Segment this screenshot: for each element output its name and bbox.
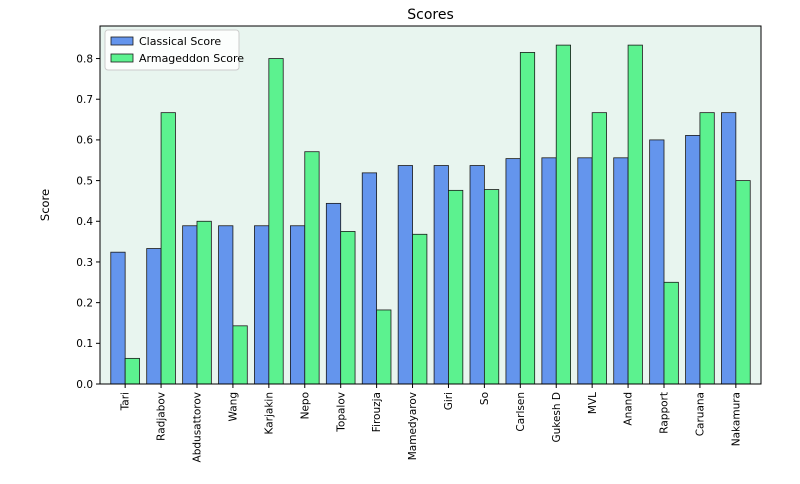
x-tick-label: Tari	[120, 392, 132, 411]
x-tick-label: Caruana	[695, 392, 707, 436]
bar-carlsen-series-1	[519, 52, 536, 385]
bar-karjakin-series-0	[254, 225, 270, 385]
x-tick-label: Radjabov	[156, 392, 168, 441]
y-tick-label: 0.5	[76, 175, 93, 187]
legend-swatch-0	[110, 36, 134, 46]
legend: Classical Score Armageddon Score	[104, 29, 244, 71]
y-tick-label: 0.4	[76, 216, 93, 228]
bar-giri-series-1	[448, 189, 464, 385]
y-axis-title: Score	[38, 189, 52, 221]
bar-firouzja-series-1	[376, 309, 392, 385]
x-tick-label: Carlsen	[515, 392, 527, 432]
bar-so-series-0	[469, 165, 485, 385]
bar-radjabov-series-0	[146, 248, 162, 385]
x-tick-label: Anand	[623, 392, 635, 426]
x-tick-label: Wang	[228, 392, 240, 421]
y-tick-label: 0.0	[76, 379, 93, 391]
bar-wang-series-0	[218, 225, 234, 385]
legend-swatch-1	[110, 53, 134, 63]
bar-mamedyarov-series-1	[412, 233, 428, 385]
bar-mamedyarov-series-0	[397, 165, 413, 385]
y-axis: 0.0 0.1 0.2 0.3 0.4 0.5 0.6 0.7 0.8	[76, 53, 100, 391]
bar-nepo-series-1	[304, 151, 320, 385]
x-tick-label: Karjakin	[263, 392, 275, 434]
bar-firouzja-series-0	[361, 172, 378, 385]
bar-radjabov-series-1	[160, 112, 176, 385]
plot-frame	[99, 25, 762, 385]
x-tick-label: Nakamura	[730, 392, 742, 446]
bar-carlsen-series-0	[505, 158, 521, 385]
x-tick-label: Gukesh D	[551, 392, 563, 443]
legend-label-0: Classical Score	[139, 35, 221, 48]
legend-box	[104, 29, 240, 71]
bar-mvl-series-1	[591, 112, 607, 385]
bar-anand-series-1	[627, 44, 643, 385]
x-tick-label: Firouzja	[371, 392, 383, 432]
bar-giri-series-0	[433, 165, 449, 385]
x-tick-label: Mamedyarov	[407, 392, 419, 460]
x-tick-label: Giri	[443, 392, 455, 410]
y-tick-label: 0.7	[76, 94, 93, 106]
bar-rapport-series-0	[649, 139, 665, 385]
bar-mvl-series-0	[577, 157, 593, 385]
series-1	[124, 44, 751, 385]
bar-wang-series-1	[232, 325, 248, 385]
bar-nakamura-series-0	[721, 112, 737, 385]
bars-group	[110, 44, 751, 385]
y-tick-label: 0.1	[76, 338, 93, 350]
bar-nepo-series-0	[289, 225, 306, 385]
x-tick-label: So	[479, 392, 491, 405]
chart-title: Scores	[407, 7, 454, 23]
x-tick-label: MVL	[587, 392, 599, 414]
bar-topalov-series-0	[325, 202, 342, 385]
bar-abdusattorov-series-0	[182, 225, 198, 385]
bar-nakamura-series-1	[735, 180, 751, 385]
bar-tari-series-0	[110, 251, 126, 385]
bar-caruana-series-1	[699, 112, 715, 385]
bar-so-series-1	[483, 189, 500, 385]
series-0	[110, 112, 737, 385]
y-tick-label: 0.2	[76, 297, 93, 309]
x-tick-label: Topalov	[335, 392, 347, 433]
x-tick-label: Abdusattorov	[192, 392, 204, 462]
x-tick-label: Rapport	[659, 392, 671, 434]
bar-anand-series-0	[613, 157, 629, 385]
bar-rapport-series-1	[663, 281, 679, 385]
y-tick-label: 0.6	[76, 135, 93, 147]
bar-gukesh-d-series-0	[541, 157, 557, 385]
bar-gukesh-d-series-1	[555, 44, 571, 385]
bar-tari-series-1	[124, 357, 140, 385]
bar-caruana-series-0	[685, 135, 701, 385]
x-tick-label: Nepo	[299, 392, 311, 419]
bar-abdusattorov-series-1	[196, 220, 212, 385]
y-tick-label: 0.8	[76, 53, 93, 65]
x-axis: Tari Radjabov Abdusattorov Wang Karjakin Nepo…	[120, 384, 742, 462]
legend-label-1: Armageddon Score	[139, 52, 244, 65]
bar-karjakin-series-1	[268, 58, 284, 385]
bar-topalov-series-1	[340, 231, 356, 385]
y-tick-label: 0.3	[76, 257, 93, 269]
